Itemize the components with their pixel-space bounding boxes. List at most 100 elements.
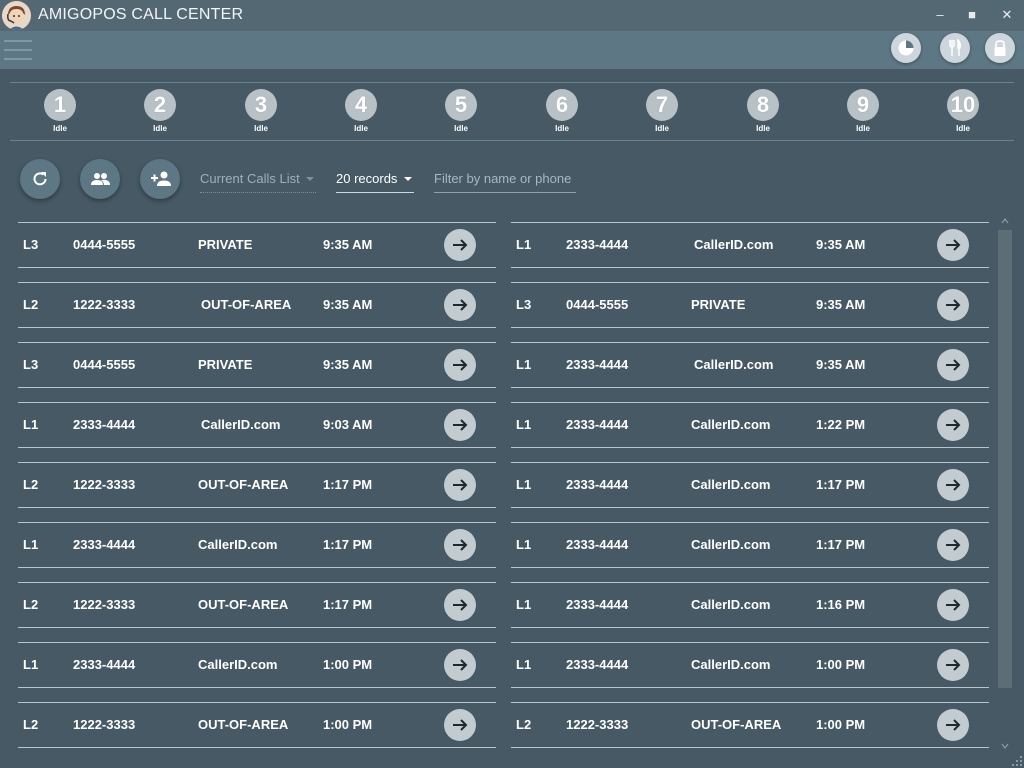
refresh-button[interactable] xyxy=(20,159,60,199)
reports-button[interactable] xyxy=(891,33,921,63)
arrow-right-icon xyxy=(453,479,468,491)
call-time: 1:00 PM xyxy=(816,657,866,672)
scroll-down-icon[interactable] xyxy=(1000,741,1010,751)
call-row[interactable]: L1 2333-4444 CallerID.com 1:17 PM xyxy=(511,522,989,568)
arrow-right-icon xyxy=(946,359,961,371)
call-row[interactable]: L1 2333-4444 CallerID.com 1:17 PM xyxy=(511,462,989,508)
call-name: CallerID.com xyxy=(201,417,281,432)
line-number-badge: 8 xyxy=(747,89,779,121)
open-call-button[interactable] xyxy=(937,289,969,321)
call-row[interactable]: L2 1222-3333 OUT-OF-AREA 1:17 PM xyxy=(18,462,496,508)
close-button[interactable]: ✕ xyxy=(1001,7,1013,22)
chevron-down-icon xyxy=(306,177,314,181)
arrow-right-icon xyxy=(453,359,468,371)
call-name: CallerID.com xyxy=(691,657,771,672)
open-call-button[interactable] xyxy=(444,229,476,261)
line-1[interactable]: 1 Idle xyxy=(42,89,78,137)
open-call-button[interactable] xyxy=(937,229,969,261)
line-4[interactable]: 4 Idle xyxy=(343,89,379,137)
scroll-up-icon[interactable] xyxy=(1000,216,1010,226)
maximize-button[interactable]: ■ xyxy=(968,7,976,22)
line-6[interactable]: 6 Idle xyxy=(544,89,580,137)
line-status: Idle xyxy=(655,124,669,133)
call-time: 9:35 AM xyxy=(816,357,866,372)
filter-input[interactable]: Filter by name or phone xyxy=(434,170,576,193)
resize-grip-icon[interactable] xyxy=(1011,755,1023,767)
call-row[interactable]: L2 1222-3333 OUT-OF-AREA 1:17 PM xyxy=(18,582,496,628)
call-row[interactable]: L1 2333-4444 CallerID.com 1:00 PM xyxy=(511,642,989,688)
call-name: CallerID.com xyxy=(691,417,771,432)
call-time: 1:17 PM xyxy=(816,477,866,492)
hamburger-menu-icon[interactable] xyxy=(4,40,32,60)
line-number-badge: 10 xyxy=(947,89,979,121)
lock-button[interactable] xyxy=(985,33,1015,63)
open-call-button[interactable] xyxy=(937,469,969,501)
call-time: 9:35 AM xyxy=(816,297,866,312)
arrow-right-icon xyxy=(453,299,468,311)
open-call-button[interactable] xyxy=(444,289,476,321)
list-type-dropdown[interactable]: Current Calls List xyxy=(200,170,316,193)
minimize-button[interactable]: ‒ xyxy=(936,7,944,22)
call-line: L1 xyxy=(516,417,532,432)
open-call-button[interactable] xyxy=(937,589,969,621)
call-row[interactable]: L3 0444-5555 PRIVATE 9:35 AM xyxy=(511,282,989,328)
call-row[interactable]: L2 1222-3333 OUT-OF-AREA 1:00 PM xyxy=(18,702,496,748)
call-row[interactable]: L1 2333-4444 CallerID.com 9:03 AM xyxy=(18,402,496,448)
call-name: PRIVATE xyxy=(198,357,253,372)
call-row[interactable]: L2 1222-3333 OUT-OF-AREA 9:35 AM xyxy=(18,282,496,328)
open-call-button[interactable] xyxy=(444,469,476,501)
call-row[interactable]: L1 2333-4444 CallerID.com 1:16 PM xyxy=(511,582,989,628)
line-status: Idle xyxy=(53,124,67,133)
call-row[interactable]: L3 0444-5555 PRIVATE 9:35 AM xyxy=(18,222,496,268)
call-phone: 2333-4444 xyxy=(566,537,629,552)
call-phone: 2333-4444 xyxy=(566,237,629,252)
arrow-right-icon xyxy=(946,719,961,731)
line-7[interactable]: 7 Idle xyxy=(644,89,680,137)
add-customer-button[interactable] xyxy=(140,159,180,199)
call-time: 9:35 AM xyxy=(323,297,373,312)
call-time: 1:00 PM xyxy=(323,657,373,672)
open-call-button[interactable] xyxy=(444,649,476,681)
call-row[interactable]: L1 2333-4444 CallerID.com 1:00 PM xyxy=(18,642,496,688)
open-call-button[interactable] xyxy=(444,349,476,381)
call-name: PRIVATE xyxy=(691,297,746,312)
call-line: L3 xyxy=(516,297,532,312)
line-10[interactable]: 10 Idle xyxy=(945,89,981,137)
line-3[interactable]: 3 Idle xyxy=(243,89,279,137)
open-call-button[interactable] xyxy=(444,529,476,561)
open-call-button[interactable] xyxy=(444,589,476,621)
customers-button[interactable] xyxy=(80,159,120,199)
toolbar xyxy=(0,31,1024,69)
meal-break-button[interactable] xyxy=(940,33,970,63)
call-line: L3 xyxy=(23,357,39,372)
open-call-button[interactable] xyxy=(937,349,969,381)
call-row[interactable]: L1 2333-4444 CallerID.com 9:35 AM xyxy=(511,342,989,388)
call-row[interactable]: L1 2333-4444 CallerID.com 1:17 PM xyxy=(18,522,496,568)
call-row[interactable]: L3 0444-5555 PRIVATE 9:35 AM xyxy=(18,342,496,388)
open-call-button[interactable] xyxy=(444,409,476,441)
open-call-button[interactable] xyxy=(444,709,476,741)
line-2[interactable]: 2 Idle xyxy=(142,89,178,137)
call-time: 1:17 PM xyxy=(816,537,866,552)
line-5[interactable]: 5 Idle xyxy=(443,89,479,137)
arrow-right-icon xyxy=(453,659,468,671)
line-8[interactable]: 8 Idle xyxy=(745,89,781,137)
open-call-button[interactable] xyxy=(937,529,969,561)
records-dropdown[interactable]: 20 records xyxy=(336,170,414,193)
line-9[interactable]: 9 Idle xyxy=(845,89,881,137)
call-line: L1 xyxy=(516,597,532,612)
arrow-right-icon xyxy=(946,659,961,671)
open-call-button[interactable] xyxy=(937,649,969,681)
call-row[interactable]: L1 2333-4444 CallerID.com 1:22 PM xyxy=(511,402,989,448)
open-call-button[interactable] xyxy=(937,409,969,441)
scrollbar-thumb[interactable] xyxy=(998,230,1012,688)
arrow-right-icon xyxy=(453,539,468,551)
open-call-button[interactable] xyxy=(937,709,969,741)
call-time: 9:35 AM xyxy=(323,357,373,372)
call-time: 1:17 PM xyxy=(323,597,373,612)
call-row[interactable]: L1 2333-4444 CallerID.com 9:35 AM xyxy=(511,222,989,268)
call-row[interactable]: L2 1222-3333 OUT-OF-AREA 1:00 PM xyxy=(511,702,989,748)
call-phone: 1222-3333 xyxy=(73,717,136,732)
line-status: Idle xyxy=(254,124,268,133)
call-line: L2 xyxy=(23,297,39,312)
